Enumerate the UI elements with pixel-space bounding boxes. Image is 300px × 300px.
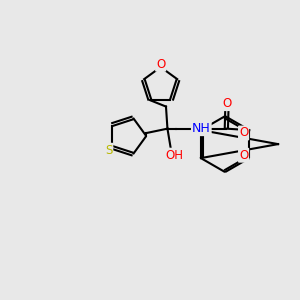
Text: O: O bbox=[239, 149, 248, 162]
Text: S: S bbox=[105, 144, 112, 157]
Text: O: O bbox=[156, 58, 165, 71]
Text: NH: NH bbox=[192, 122, 211, 135]
Text: OH: OH bbox=[165, 149, 183, 162]
Text: O: O bbox=[239, 127, 248, 140]
Text: O: O bbox=[222, 97, 232, 110]
